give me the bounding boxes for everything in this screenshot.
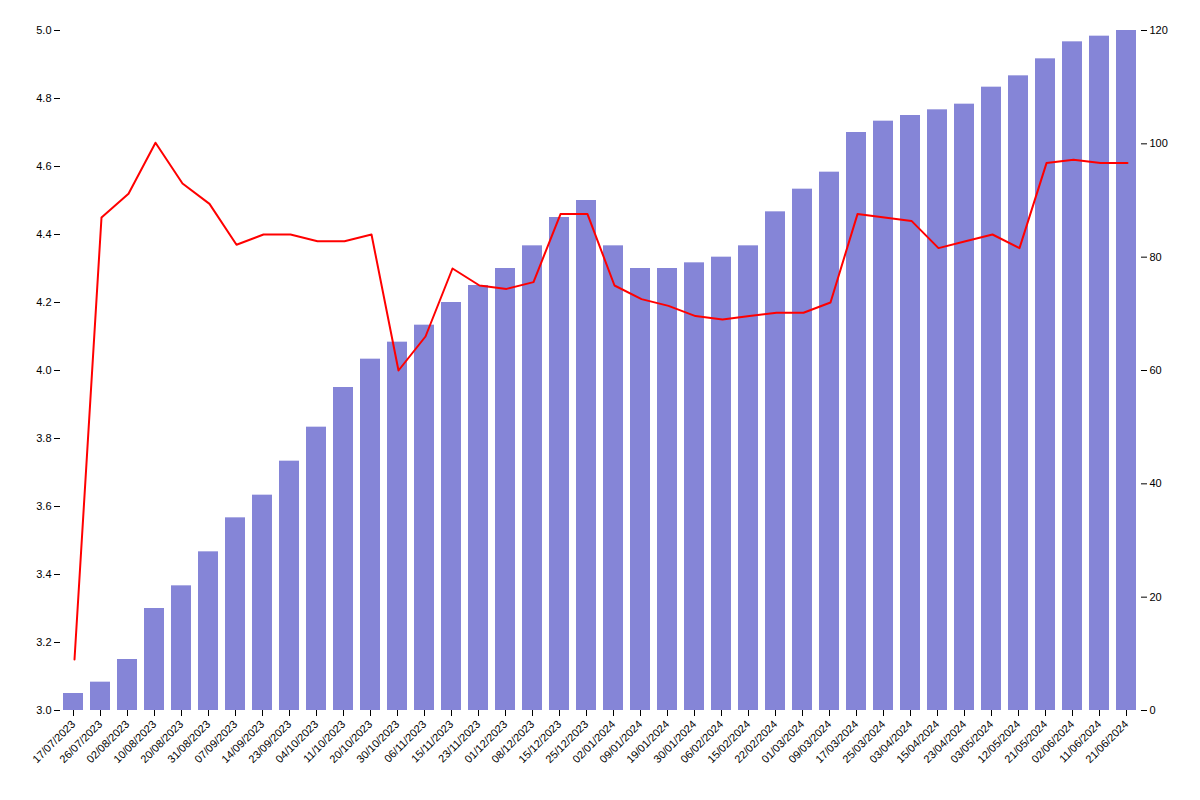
svg-text:03/04/2024: 03/04/2024 bbox=[867, 717, 915, 766]
svg-text:0: 0 bbox=[1150, 704, 1156, 716]
svg-text:5.0: 5.0 bbox=[36, 24, 51, 36]
svg-text:31/08/2023: 31/08/2023 bbox=[165, 717, 213, 766]
svg-text:22/02/2024: 22/02/2024 bbox=[732, 717, 780, 766]
svg-text:21/05/2024: 21/05/2024 bbox=[1002, 717, 1050, 766]
svg-text:21/06/2024: 21/06/2024 bbox=[1083, 718, 1130, 765]
svg-text:3.8: 3.8 bbox=[36, 432, 51, 444]
svg-text:30/10/2023: 30/10/2023 bbox=[354, 717, 402, 766]
svg-text:06/11/2023: 06/11/2023 bbox=[381, 717, 429, 765]
svg-text:02/01/2024: 02/01/2024 bbox=[570, 717, 618, 766]
svg-text:60: 60 bbox=[1150, 364, 1162, 376]
svg-text:04/10/2023: 04/10/2023 bbox=[273, 717, 321, 766]
svg-text:30/01/2024: 30/01/2024 bbox=[651, 717, 699, 766]
svg-text:10/08/2023: 10/08/2023 bbox=[111, 717, 159, 766]
svg-text:07/09/2023: 07/09/2023 bbox=[192, 717, 240, 766]
svg-text:01/03/2024: 01/03/2024 bbox=[759, 717, 807, 766]
svg-text:03/05/2024: 03/05/2024 bbox=[948, 717, 996, 766]
svg-text:3.0: 3.0 bbox=[36, 704, 51, 716]
svg-text:12/05/2024: 12/05/2024 bbox=[975, 717, 1023, 766]
svg-text:4.4: 4.4 bbox=[36, 228, 51, 240]
svg-text:25/03/2024: 25/03/2024 bbox=[840, 717, 888, 766]
svg-text:4.8: 4.8 bbox=[36, 92, 51, 104]
svg-text:17/03/2024: 17/03/2024 bbox=[813, 717, 861, 766]
svg-text:80: 80 bbox=[1150, 251, 1162, 263]
svg-text:4.2: 4.2 bbox=[36, 296, 51, 308]
svg-text:11/06/2024: 11/06/2024 bbox=[1056, 717, 1104, 765]
svg-text:15/12/2023: 15/12/2023 bbox=[516, 717, 564, 766]
svg-text:3.2: 3.2 bbox=[36, 636, 51, 648]
svg-text:100: 100 bbox=[1150, 137, 1168, 149]
svg-text:20: 20 bbox=[1150, 591, 1162, 603]
svg-text:15/11/2023: 15/11/2023 bbox=[408, 717, 456, 765]
svg-text:3.6: 3.6 bbox=[36, 500, 51, 512]
svg-text:4.6: 4.6 bbox=[36, 160, 51, 172]
svg-text:08/12/2023: 08/12/2023 bbox=[489, 717, 537, 766]
svg-text:14/09/2023: 14/09/2023 bbox=[219, 717, 267, 766]
svg-text:02/08/2023: 02/08/2023 bbox=[84, 717, 132, 766]
svg-text:06/02/2024: 06/02/2024 bbox=[678, 717, 726, 766]
svg-text:23/04/2024: 23/04/2024 bbox=[921, 717, 969, 766]
svg-text:26/07/2023: 26/07/2023 bbox=[57, 717, 105, 766]
svg-text:25/12/2023: 25/12/2023 bbox=[543, 717, 591, 766]
svg-text:23/09/2023: 23/09/2023 bbox=[246, 717, 294, 766]
svg-text:09/03/2024: 09/03/2024 bbox=[786, 717, 834, 766]
svg-text:01/12/2023: 01/12/2023 bbox=[462, 717, 510, 766]
svg-text:4.0: 4.0 bbox=[36, 364, 51, 376]
svg-text:20/10/2023: 20/10/2023 bbox=[327, 717, 375, 766]
svg-text:09/01/2024: 09/01/2024 bbox=[597, 717, 645, 766]
svg-text:40: 40 bbox=[1150, 477, 1162, 489]
svg-text:15/02/2024: 15/02/2024 bbox=[705, 717, 753, 766]
svg-text:20/08/2023: 20/08/2023 bbox=[138, 717, 186, 766]
svg-text:11/10/2023: 11/10/2023 bbox=[300, 717, 348, 765]
svg-text:23/11/2023: 23/11/2023 bbox=[435, 717, 483, 765]
svg-text:3.4: 3.4 bbox=[36, 568, 51, 580]
svg-text:19/01/2024: 19/01/2024 bbox=[624, 717, 672, 766]
svg-text:02/06/2024: 02/06/2024 bbox=[1029, 717, 1077, 766]
svg-text:120: 120 bbox=[1150, 24, 1168, 36]
svg-text:15/04/2024: 15/04/2024 bbox=[894, 717, 942, 766]
svg-text:17/07/2023: 17/07/2023 bbox=[30, 717, 78, 766]
